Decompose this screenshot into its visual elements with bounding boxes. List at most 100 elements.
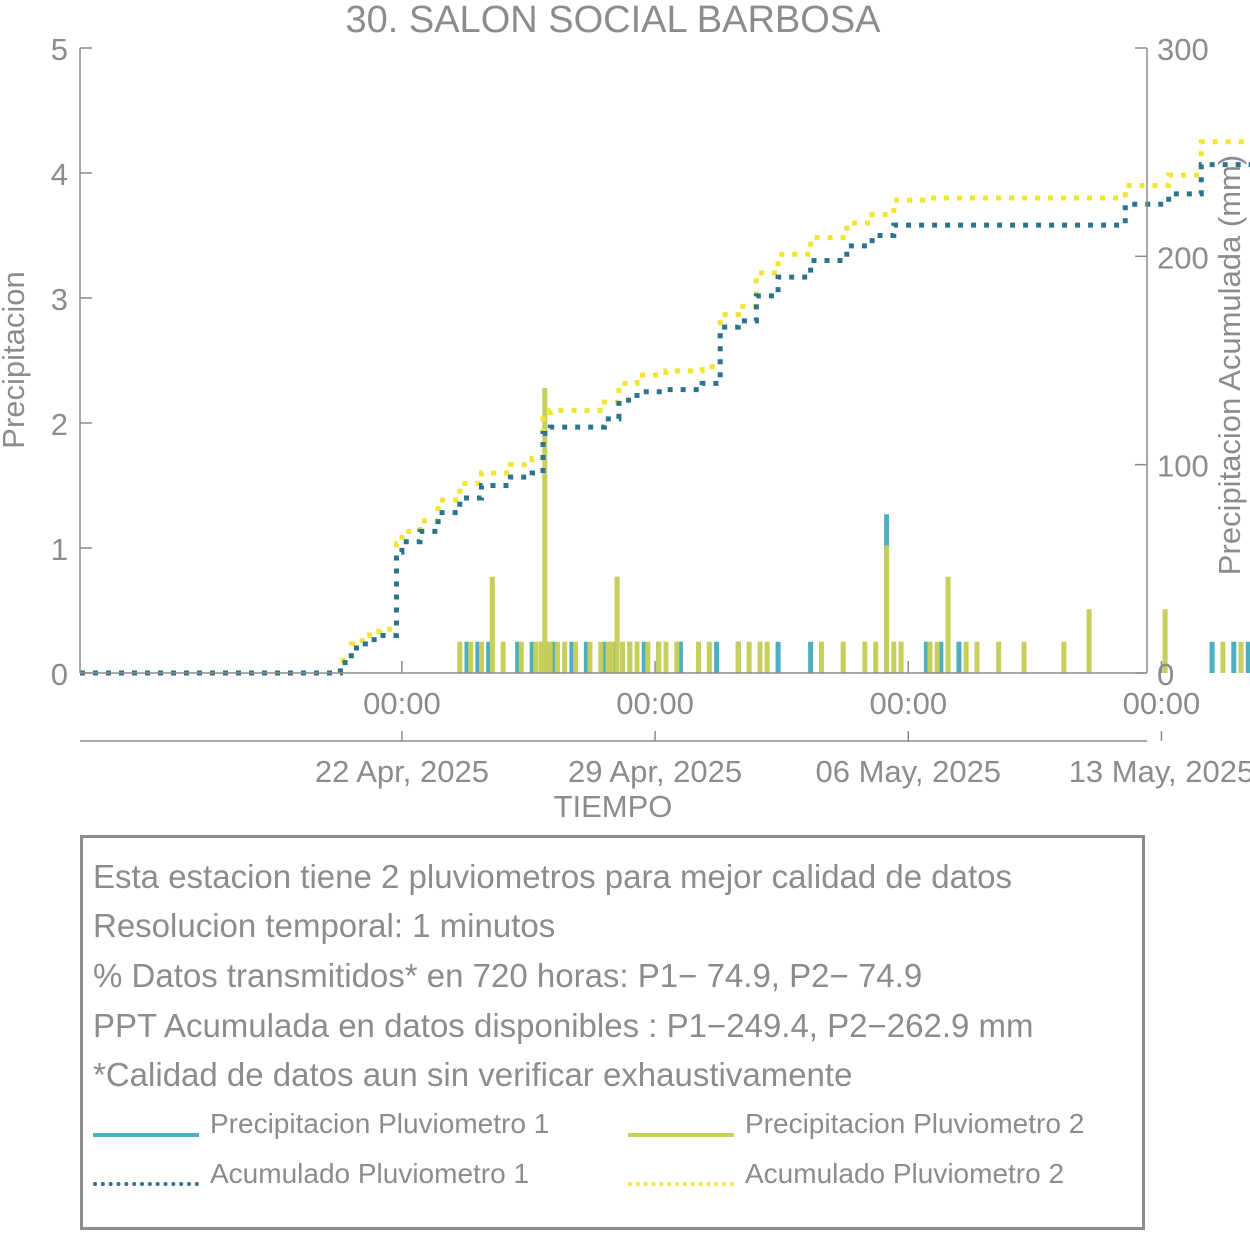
p2-precip-bar <box>818 641 824 673</box>
p2-precip-bar <box>614 576 620 673</box>
p1-precip-bar <box>938 641 944 673</box>
info-line-stations: Esta estacion tiene 2 pluviometros para … <box>93 858 1013 895</box>
p2-precip-bar <box>663 641 669 673</box>
p1-precip-bar <box>475 641 481 673</box>
p1-precip-bar <box>529 641 535 673</box>
legend-label-p1-acc: Acumulado Pluviometro 1 <box>210 1158 530 1189</box>
p2-precip-bar <box>554 641 560 673</box>
x-time-tick-label: 00:00 <box>1123 686 1201 721</box>
p2-precip-bar <box>757 641 763 673</box>
p1-precip-bar <box>956 641 962 673</box>
p1-precip-bar <box>551 641 557 673</box>
x-time-tick-label: 00:00 <box>869 686 947 721</box>
legend-swatch-p2-acc <box>628 1182 734 1186</box>
p2-precip-bar <box>934 641 940 673</box>
legend-label-p1-precip: Precipitacion Pluviometro 1 <box>210 1108 550 1139</box>
p1-precip-bar <box>1245 641 1250 673</box>
p1-precip-bar <box>464 641 470 673</box>
y-right-tick-label: 300 <box>1157 32 1209 67</box>
accumulated-lines <box>80 139 1250 676</box>
p2-precip-bar <box>840 641 846 673</box>
y-left-tick-label: 3 <box>51 282 68 317</box>
p2-accumulated-line <box>80 139 1250 676</box>
p1-precip-bar <box>714 641 720 673</box>
p2-precip-bar <box>873 641 879 673</box>
p2-precip-bar <box>884 545 890 673</box>
legend-label-p2-acc: Acumulado Pluviometro 2 <box>745 1158 1065 1189</box>
p2-precip-bar <box>468 641 474 673</box>
rainfall-chart: 30. SALON SOCIAL BARBOSA Precipitacion P… <box>0 0 1250 824</box>
info-line-accumulated: PPT Acumulada en datos disponibles : P1−… <box>93 1007 1034 1044</box>
p2-precip-bar <box>457 641 463 673</box>
p2-precip-bar <box>478 641 484 673</box>
p1-accumulated-line <box>80 162 1250 676</box>
p2-precip-bar <box>945 576 951 673</box>
p2-precip-bars <box>457 388 1244 673</box>
p2-precip-bar <box>996 641 1002 673</box>
p2-precip-bar <box>1086 609 1092 673</box>
p2-precip-bar <box>891 641 897 673</box>
y-axis-right-label: Precipitacion Acumulada (mm) <box>1212 155 1247 575</box>
y-left-tick-label: 5 <box>51 32 68 67</box>
p2-precip-bar <box>544 641 550 673</box>
p2-precip-bar <box>605 641 611 673</box>
p1-precip-bar <box>1209 641 1215 673</box>
y-left-tick-label: 2 <box>51 407 68 442</box>
p2-precip-bar <box>609 641 615 673</box>
p2-precip-bar <box>598 641 604 673</box>
p2-precip-bar <box>489 576 495 673</box>
p2-precip-bar <box>547 641 553 673</box>
p1-precip-bar <box>569 641 575 673</box>
p2-precip-bar <box>645 641 651 673</box>
info-line-transmitted: % Datos transmitidos* en 720 horas: P1− … <box>93 957 923 994</box>
y-left-tick-label: 0 <box>51 657 68 692</box>
chart-title: 30. SALON SOCIAL BARBOSA <box>345 0 881 41</box>
p1-precip-bar <box>1231 641 1237 673</box>
p2-precip-bar <box>1061 641 1067 673</box>
p2-precip-bar <box>1021 641 1027 673</box>
p1-precip-bars <box>464 514 1250 673</box>
info-line-quality-note: *Calidad de datos aun sin verificar exha… <box>93 1056 853 1093</box>
p1-precip-bar <box>515 641 521 673</box>
y-left-tick-label: 4 <box>51 157 68 192</box>
p2-precip-bar <box>500 641 506 673</box>
p2-precip-bar <box>746 641 752 673</box>
p2-precip-bar <box>764 641 770 673</box>
y-left-tick-label: 1 <box>51 532 68 567</box>
p1-precip-bar <box>486 641 492 673</box>
p2-precip-bar <box>1220 641 1226 673</box>
p2-precip-bar <box>963 641 969 673</box>
x-time-tick-label: 00:00 <box>363 686 441 721</box>
p2-precip-bar <box>634 641 640 673</box>
p2-precip-bar <box>620 641 626 673</box>
p2-precip-bar <box>533 641 539 673</box>
p1-precip-bar <box>583 641 589 673</box>
x-time-tick-label: 00:00 <box>616 686 694 721</box>
p2-precip-bar <box>695 641 701 673</box>
p2-precip-bar <box>1238 641 1244 673</box>
legend-swatch-p1-precip <box>93 1133 199 1137</box>
y-right-tick-label: 200 <box>1157 240 1209 275</box>
p2-precip-bar <box>627 641 633 673</box>
info-box: Esta estacion tiene 2 pluviometros para … <box>80 835 1145 1230</box>
p2-precip-bar <box>518 641 524 673</box>
p2-precip-bar <box>862 641 868 673</box>
p1-precip-bar <box>601 641 607 673</box>
legend-label-p2-precip: Precipitacion Pluviometro 2 <box>745 1108 1085 1139</box>
p2-precip-bar <box>656 641 662 673</box>
p1-precip-bar <box>641 641 647 673</box>
y-right-tick-label: 100 <box>1157 449 1209 484</box>
x-axis-label: TIEMPO <box>554 789 673 824</box>
x-date-tick-label: 22 Apr, 2025 <box>315 754 489 789</box>
legend-swatch-p2-precip <box>628 1133 734 1137</box>
x-date-tick-label: 29 Apr, 2025 <box>568 754 742 789</box>
p1-precip-bar <box>923 641 929 673</box>
p2-precip-bar <box>735 641 741 673</box>
p1-precip-bar <box>677 641 683 673</box>
p2-precip-bar <box>562 641 568 673</box>
p2-precip-bar <box>706 641 712 673</box>
p1-precip-bar <box>775 641 781 673</box>
p2-precip-bar <box>927 641 933 673</box>
y-axis-left-label: Precipitacion <box>0 271 31 448</box>
